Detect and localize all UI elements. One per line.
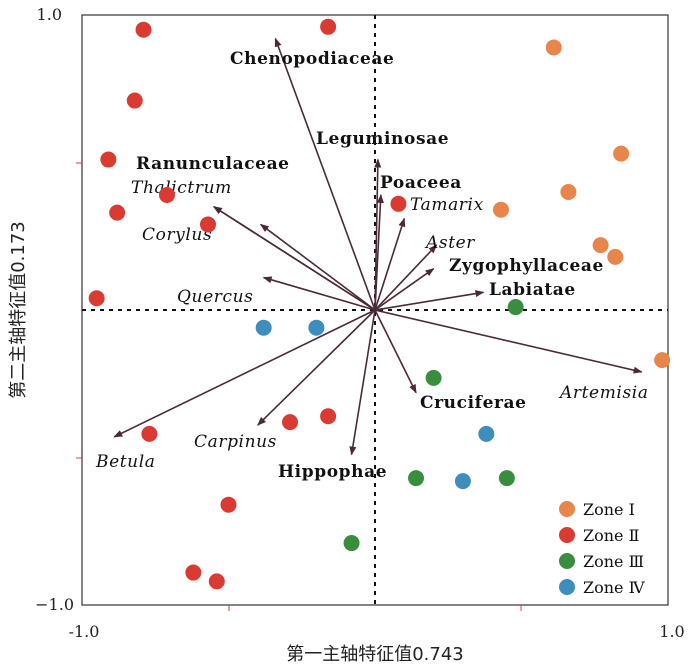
arrow-poaceea — [374, 193, 384, 311]
label-labiatae: Labiatae — [489, 280, 576, 300]
label-corylus: Corylus — [142, 225, 212, 245]
label-carpinus: Carpinus — [194, 432, 277, 452]
arrow-tamarix — [374, 217, 406, 311]
point-zone-2-7 — [199, 216, 216, 233]
point-zone-1-2 — [613, 145, 630, 162]
point-zone-2-4 — [100, 151, 117, 168]
label-betula: Betula — [95, 452, 156, 472]
arrow-thalictrum — [213, 206, 376, 311]
point-zone-3-1 — [507, 299, 524, 316]
point-zone-3-3 — [408, 470, 425, 487]
y-tick-top: 1.0 — [37, 5, 62, 24]
point-zone-2-15 — [208, 573, 225, 590]
arrow-layer — [113, 37, 643, 456]
x-tick-left: -1.0 — [69, 622, 100, 641]
legend: Zone Ⅰ Zone Ⅱ Zone Ⅲ Zone Ⅳ — [559, 500, 646, 597]
label-poaceea: Poaceea — [380, 173, 462, 193]
point-zone-2-12 — [320, 408, 337, 425]
legend-label-zone-2: Zone Ⅱ — [583, 526, 639, 545]
x-tick-right: 1.0 — [659, 622, 684, 641]
arrow-artemisia — [374, 309, 643, 374]
label-tamarix: Tamarix — [410, 195, 484, 215]
point-zone-3-5 — [343, 535, 360, 552]
point-zone-3-4 — [498, 470, 515, 487]
point-zone-3-2 — [425, 369, 442, 386]
legend-swatch-zone-4 — [559, 579, 575, 595]
arrow-carpinus — [257, 309, 376, 426]
arrow-zygophyllaceae — [374, 268, 435, 311]
point-zone-1-4 — [560, 184, 577, 200]
legend-swatch-zone-2 — [559, 527, 575, 543]
arrow-corylus — [259, 223, 376, 311]
point-zone-2-13 — [220, 496, 237, 513]
arrow-chenopodiaceae — [274, 37, 376, 311]
point-zone-4-1 — [255, 319, 272, 336]
point-zone-2-9 — [88, 290, 105, 307]
label-ranunculaceae: Ranunculaceae — [136, 154, 290, 174]
point-zone-1-5 — [592, 237, 609, 254]
x-axis-title: 第一主轴特征值0.743 — [286, 644, 464, 665]
label-chenopodiaceae: Chenopodiaceae — [230, 49, 394, 69]
label-hippophae: Hippophae — [278, 462, 387, 482]
tick-marks — [76, 162, 522, 611]
point-zone-1-3 — [492, 201, 509, 218]
point-zone-1-6 — [607, 248, 624, 265]
point-zone-2-5 — [158, 186, 175, 203]
point-zone-2-8 — [390, 195, 407, 212]
y-axis-title: 第二主轴特征值0.173 — [8, 221, 29, 399]
point-zone-2-10 — [141, 425, 158, 442]
point-zone-1-1 — [545, 39, 562, 56]
legend-label-zone-4: Zone Ⅳ — [583, 578, 646, 597]
legend-label-zone-3: Zone Ⅲ — [583, 552, 644, 571]
arrow-aster — [374, 244, 438, 311]
point-zone-4-4 — [454, 473, 471, 490]
arrow-labiatae — [374, 290, 485, 311]
point-zone-4-2 — [308, 319, 325, 336]
label-leguminosae: Leguminosae — [316, 129, 449, 149]
point-zone-2-6 — [109, 204, 126, 221]
label-quercus: Quercus — [177, 287, 253, 307]
point-zone-1-7 — [654, 352, 671, 369]
label-aster: Aster — [424, 233, 475, 253]
label-artemisia: Artemisia — [558, 383, 649, 403]
point-zone-2-2 — [320, 18, 337, 35]
legend-swatch-zone-3 — [559, 553, 575, 569]
arrow-cruciferae — [374, 309, 417, 394]
point-zone-4-3 — [478, 425, 495, 442]
arrow-quercus — [262, 276, 376, 311]
point-zone-2-11 — [282, 414, 299, 431]
point-zone-2-1 — [135, 21, 152, 38]
point-zone-2-14 — [185, 564, 202, 581]
y-tick-bottom: −1.0 — [35, 595, 74, 614]
point-layer — [88, 18, 671, 590]
label-cruciferae: Cruciferae — [420, 393, 527, 413]
legend-swatch-zone-1 — [559, 501, 575, 517]
arrow-hippophae — [349, 309, 376, 456]
label-thalictrum: Thalictrum — [131, 178, 232, 198]
label-zygophyllaceae: Zygophyllaceae — [449, 256, 604, 276]
point-zone-2-3 — [126, 92, 143, 109]
arrow-betula — [113, 309, 376, 438]
legend-label-zone-1: Zone Ⅰ — [583, 500, 635, 519]
arrow-label-layer: Chenopodiaceae Leguminosae Ranunculaceae… — [95, 49, 649, 482]
